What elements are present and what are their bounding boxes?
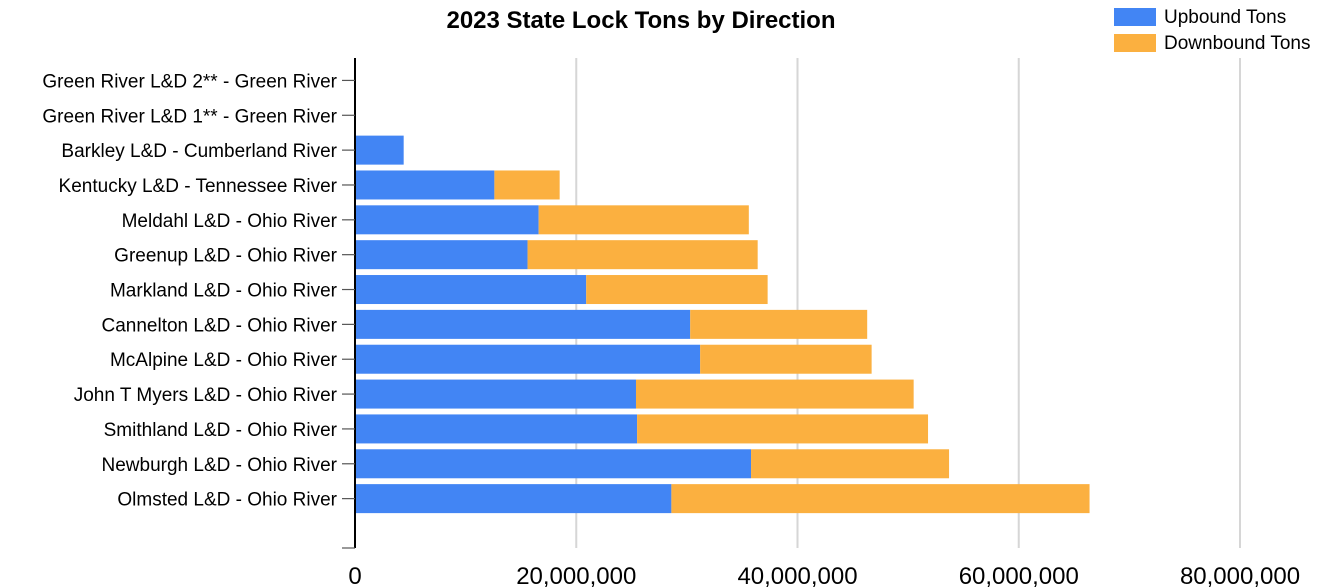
bar-upbound-tons-barkley-landd-cumberland-river <box>355 135 404 165</box>
category-label: John T Myers L&D - Ohio River <box>74 385 338 406</box>
legend-swatch-upbound-tons <box>1114 8 1156 26</box>
bar-upbound-tons-newburgh-landd-ohio-river <box>355 449 752 479</box>
category-label: McAlpine L&D - Ohio River <box>110 350 338 371</box>
bar-upbound-tons-kentucky-landd-tennessee-river <box>355 170 495 200</box>
bar-upbound-tons-john-t-myers-landd-ohio-river <box>355 379 636 409</box>
legend: Upbound Tons Downbound Tons <box>1114 7 1310 54</box>
chart-title: 2023 State Lock Tons by Direction <box>446 7 835 34</box>
category-labels: Green River L&D 2** - Green River Green R… <box>42 71 337 510</box>
bar-downbound-tons-mcalpine-landd-ohio-river <box>700 344 872 374</box>
category-label: Green River L&D 2** - Green River <box>42 71 337 92</box>
category-label: Kentucky L&D - Tennessee River <box>59 176 338 197</box>
bar-downbound-tons-smithland-landd-ohio-river <box>637 414 929 444</box>
category-label: Green River L&D 1** - Green River <box>42 106 337 127</box>
bar-upbound-tons-cannelton-landd-ohio-river <box>355 309 691 339</box>
legend-swatch-downbound-tons <box>1114 34 1156 52</box>
category-label: Newburgh L&D - Ohio River <box>102 455 338 476</box>
category-label: Greenup L&D - Ohio River <box>114 246 337 267</box>
x-tick-label: 20,000,000 <box>516 563 636 588</box>
bar-downbound-tons-meldahl-landd-ohio-river <box>538 205 749 235</box>
bars <box>355 135 1090 514</box>
bar-upbound-tons-mcalpine-landd-ohio-river <box>355 344 701 374</box>
category-label: Smithland L&D - Ohio River <box>104 420 338 441</box>
bar-downbound-tons-markland-landd-ohio-river <box>586 275 768 305</box>
bar-upbound-tons-olmsted-landd-ohio-river <box>355 484 672 514</box>
category-label: Olmsted L&D - Ohio River <box>117 490 337 511</box>
bar-downbound-tons-cannelton-landd-ohio-river <box>690 309 868 339</box>
x-tick-label: 60,000,000 <box>959 563 1079 588</box>
x-tick-label: 80,000,000 <box>1180 563 1300 588</box>
legend-label-downbound-tons: Downbound Tons <box>1164 33 1310 54</box>
category-label: Markland L&D - Ohio River <box>110 281 338 302</box>
bar-downbound-tons-olmsted-landd-ohio-river <box>671 484 1090 514</box>
x-tick-label: 40,000,000 <box>737 563 857 588</box>
x-tick-labels: 0 20,000,000 40,000,000 60,000,000 80,000,00… <box>348 563 1300 588</box>
bar-downbound-tons-greenup-landd-ohio-river <box>527 240 758 270</box>
category-label: Cannelton L&D - Ohio River <box>102 315 338 336</box>
bar-upbound-tons-greenup-landd-ohio-river <box>355 240 528 270</box>
bar-upbound-tons-smithland-landd-ohio-river <box>355 414 638 444</box>
legend-label-upbound-tons: Upbound Tons <box>1164 7 1286 28</box>
bar-downbound-tons-john-t-myers-landd-ohio-river <box>635 379 914 409</box>
axes <box>342 58 356 549</box>
category-label: Meldahl L&D - Ohio River <box>122 211 338 232</box>
x-tick-label: 0 <box>348 563 361 588</box>
bar-upbound-tons-meldahl-landd-ohio-river <box>355 205 539 235</box>
category-label: Barkley L&D - Cumberland River <box>61 141 337 162</box>
bar-upbound-tons-markland-landd-ohio-river <box>355 275 587 305</box>
bar-downbound-tons-kentucky-landd-tennessee-river <box>494 170 560 200</box>
bar-downbound-tons-newburgh-landd-ohio-river <box>751 449 950 479</box>
